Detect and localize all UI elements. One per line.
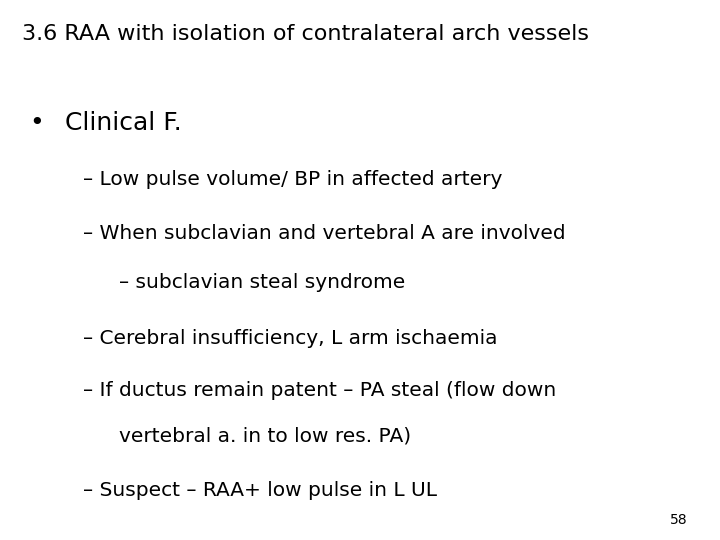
Text: 3.6 RAA with isolation of contralateral arch vessels: 3.6 RAA with isolation of contralateral … (22, 24, 589, 44)
Text: – Suspect – RAA+ low pulse in L UL: – Suspect – RAA+ low pulse in L UL (83, 481, 437, 500)
Text: – Cerebral insufficiency, L arm ischaemia: – Cerebral insufficiency, L arm ischaemi… (83, 329, 498, 348)
Text: Clinical F.: Clinical F. (65, 111, 181, 134)
Text: – subclavian steal syndrome: – subclavian steal syndrome (119, 273, 405, 292)
Text: •: • (29, 111, 43, 134)
Text: 58: 58 (670, 512, 688, 526)
Text: vertebral a. in to low res. PA): vertebral a. in to low res. PA) (119, 427, 411, 446)
Text: – When subclavian and vertebral A are involved: – When subclavian and vertebral A are in… (83, 224, 565, 243)
Text: – If ductus remain patent – PA steal (flow down: – If ductus remain patent – PA steal (fl… (83, 381, 556, 400)
Text: – Low pulse volume/ BP in affected artery: – Low pulse volume/ BP in affected arter… (83, 170, 502, 189)
